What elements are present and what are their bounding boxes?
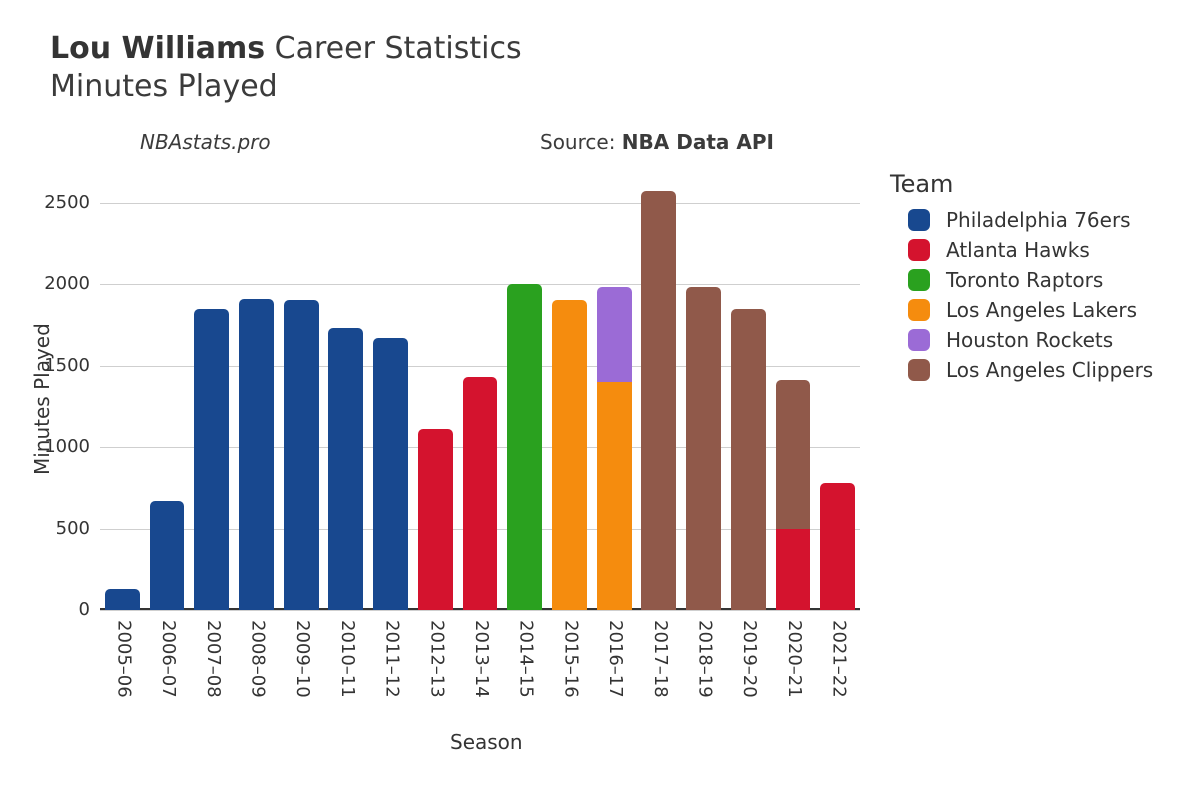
legend-swatch (908, 269, 930, 291)
watermark: NBAstats.pro (140, 130, 271, 154)
bar-segment (463, 377, 498, 610)
legend-swatch (908, 209, 930, 231)
x-tick-label: 2013–14 (471, 620, 492, 698)
y-axis-label: Minutes Played (30, 323, 54, 475)
y-tick-label: 2500 (30, 192, 90, 213)
legend-item: Toronto Raptors (908, 268, 1153, 292)
legend-title: Team (890, 170, 1153, 198)
legend-swatch (908, 359, 930, 381)
legend-label: Toronto Raptors (946, 268, 1103, 292)
title-player: Lou Williams (50, 31, 265, 66)
y-tick-label: 500 (30, 518, 90, 539)
bar-segment (507, 284, 542, 610)
legend-swatch (908, 239, 930, 261)
gridline (100, 610, 860, 611)
title-suffix: Career Statistics (265, 31, 521, 66)
legend-label: Los Angeles Lakers (946, 298, 1137, 322)
legend-label: Houston Rockets (946, 328, 1113, 352)
bar-segment (686, 287, 721, 610)
bar-segment (597, 382, 632, 610)
bar-segment (239, 299, 274, 610)
source-prefix: Source: (540, 130, 622, 154)
bar-segment (820, 483, 855, 610)
bar-segment (597, 287, 632, 382)
x-tick-label: 2021–22 (829, 620, 850, 698)
bar-segment (552, 300, 587, 610)
chart-title: Lou Williams Career Statistics Minutes P… (50, 30, 522, 105)
bar-segment (328, 328, 363, 610)
gridline (100, 203, 860, 204)
y-tick-label: 0 (30, 599, 90, 620)
x-tick-label: 2016–17 (605, 620, 626, 698)
legend-swatch (908, 329, 930, 351)
legend-label: Philadelphia 76ers (946, 208, 1131, 232)
chart-frame: Lou Williams Career Statistics Minutes P… (0, 0, 1200, 800)
x-axis-label: Season (450, 730, 523, 754)
legend-swatch (908, 299, 930, 321)
bar-segment (776, 380, 811, 528)
bar-segment (776, 529, 811, 610)
bar-segment (731, 309, 766, 610)
x-tick-label: 2012–13 (426, 620, 447, 698)
x-tick-label: 2009–10 (292, 620, 313, 698)
x-tick-label: 2017–18 (650, 620, 671, 698)
x-tick-label: 2008–09 (247, 620, 268, 698)
x-tick-label: 2010–11 (337, 620, 358, 698)
x-tick-label: 2018–19 (695, 620, 716, 698)
legend-label: Atlanta Hawks (946, 238, 1090, 262)
bar-segment (194, 309, 229, 610)
bar-segment (150, 501, 185, 610)
x-tick-label: 2019–20 (739, 620, 760, 698)
gridline (100, 284, 860, 285)
source-name: NBA Data API (622, 130, 774, 154)
x-tick-label: 2011–12 (382, 620, 403, 698)
x-tick-label: 2006–07 (158, 620, 179, 698)
x-tick-label: 2014–15 (516, 620, 537, 698)
legend: Team Philadelphia 76ers Atlanta Hawks Toro… (890, 170, 1153, 388)
x-tick-label: 2005–06 (113, 620, 134, 698)
bar-segment (418, 429, 453, 610)
bar-segment (373, 338, 408, 610)
legend-item: Houston Rockets (908, 328, 1153, 352)
title-metric: Minutes Played (50, 69, 278, 104)
bar-segment (105, 589, 140, 610)
x-tick-label: 2015–16 (560, 620, 581, 698)
x-tick-label: 2007–08 (203, 620, 224, 698)
legend-item: Los Angeles Lakers (908, 298, 1153, 322)
legend-item: Atlanta Hawks (908, 238, 1153, 262)
legend-label: Los Angeles Clippers (946, 358, 1153, 382)
x-tick-label: 2020–21 (784, 620, 805, 698)
bar-segment (284, 300, 319, 610)
y-tick-label: 2000 (30, 273, 90, 294)
plot-area (100, 170, 860, 610)
legend-item: Philadelphia 76ers (908, 208, 1153, 232)
legend-item: Los Angeles Clippers (908, 358, 1153, 382)
bar-segment (641, 191, 676, 610)
source-label: Source: NBA Data API (540, 130, 774, 154)
